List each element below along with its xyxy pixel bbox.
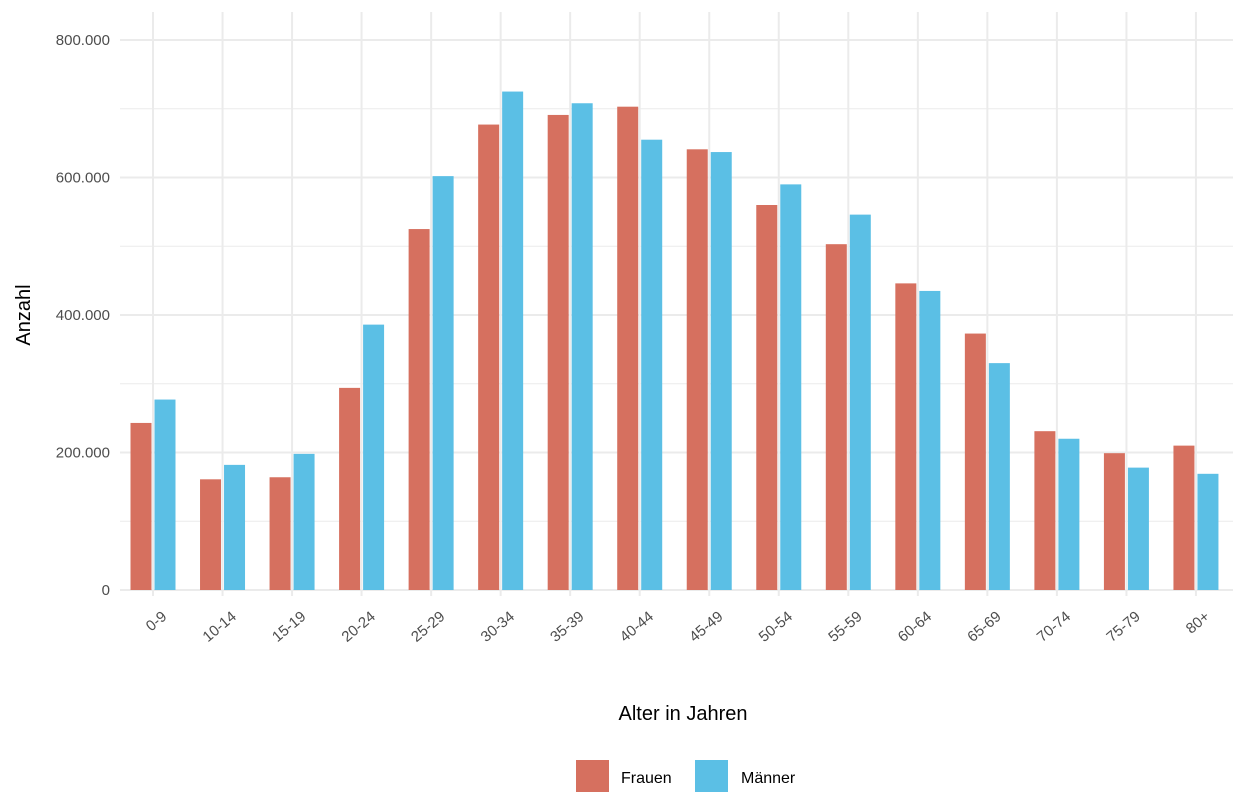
- x-tick-label: 10-14: [199, 608, 239, 646]
- x-axis-title: Alter in Jahren: [619, 703, 748, 725]
- x-tick-label: 0-9: [143, 608, 171, 635]
- legend: Frauen Männer: [576, 760, 796, 792]
- y-tick-label: 600.000: [56, 170, 110, 187]
- bar-maenner-10-14: [224, 464, 246, 590]
- bar-maenner-15-19: [293, 453, 315, 590]
- bar-maenner-60-64: [919, 290, 941, 590]
- x-tick-label: 45-49: [686, 608, 726, 646]
- bar-frauen-20-24: [339, 387, 361, 590]
- x-tick-label: 80+: [1183, 608, 1214, 638]
- x-tick-label: 65-69: [964, 608, 1004, 646]
- legend-swatch-frauen: [576, 760, 609, 792]
- x-tick-label: 55-59: [825, 608, 865, 646]
- bar-frauen-40-44: [617, 106, 639, 590]
- x-tick-label: 50-54: [756, 608, 796, 646]
- bar-maenner-30-34: [502, 91, 524, 590]
- bar-maenner-80+: [1197, 473, 1219, 590]
- bar-maenner-25-29: [432, 176, 454, 590]
- x-tick-label: 40-44: [617, 608, 657, 646]
- legend-label-frauen: Frauen: [621, 770, 672, 787]
- x-tick-labels: 0-9 10-14 15-19 20-24 25-29 30-34 35-39 40-44 45…: [143, 608, 1214, 646]
- bar-frauen-10-14: [200, 479, 222, 590]
- bar-maenner-75-79: [1127, 467, 1149, 590]
- x-tick-label: 15-19: [269, 608, 309, 646]
- bar-frauen-55-59: [825, 244, 847, 590]
- bars-layer: [130, 91, 1219, 590]
- y-tick-label: 200.000: [56, 445, 110, 462]
- bar-maenner-45-49: [710, 152, 732, 590]
- bar-frauen-0-9: [130, 422, 152, 590]
- y-tick-label: 800.000: [56, 32, 110, 49]
- y-axis-title: Anzahl: [13, 284, 35, 345]
- legend-label-maenner: Männer: [741, 770, 796, 787]
- y-tick-label: 0: [102, 582, 110, 599]
- bar-maenner-20-24: [363, 324, 385, 590]
- x-tick-label: 70-74: [1034, 608, 1074, 646]
- x-tick-label: 20-24: [339, 608, 379, 646]
- bar-frauen-15-19: [269, 477, 291, 590]
- x-tick-label: 30-34: [478, 608, 518, 646]
- y-tick-labels: 0 200.000 400.000 600.000 800.000: [56, 32, 110, 599]
- bar-maenner-55-59: [849, 214, 871, 590]
- bar-frauen-25-29: [408, 229, 430, 590]
- bar-frauen-50-54: [756, 205, 778, 590]
- bar-frauen-60-64: [895, 283, 917, 590]
- bar-frauen-30-34: [478, 124, 500, 590]
- bar-frauen-80+: [1173, 445, 1195, 590]
- bar-frauen-35-39: [547, 114, 569, 590]
- y-tick-label: 400.000: [56, 307, 110, 324]
- bar-maenner-0-9: [154, 399, 176, 590]
- x-tick-label: 35-39: [547, 608, 587, 646]
- bar-maenner-65-69: [988, 363, 1010, 590]
- legend-swatch-maenner: [695, 760, 728, 792]
- x-tick-label: 25-29: [408, 608, 448, 646]
- bar-maenner-40-44: [641, 139, 663, 590]
- grid-layer: [120, 12, 1233, 596]
- x-tick-label: 75-79: [1103, 608, 1143, 646]
- bar-maenner-35-39: [571, 103, 593, 590]
- x-tick-label: 60-64: [895, 608, 935, 646]
- bar-maenner-70-74: [1058, 438, 1080, 590]
- bar-frauen-65-69: [964, 333, 986, 590]
- bar-maenner-50-54: [780, 184, 802, 590]
- bar-frauen-75-79: [1103, 453, 1125, 590]
- bar-frauen-70-74: [1034, 431, 1056, 590]
- bar-frauen-45-49: [686, 149, 708, 590]
